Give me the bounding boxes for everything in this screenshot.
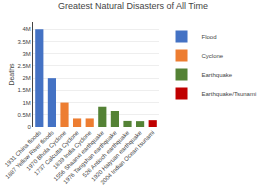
svg-text:Earthquake: Earthquake bbox=[202, 72, 233, 78]
svg-text:1920 Haiyuan earthquake: 1920 Haiyuan earthquake bbox=[90, 129, 143, 182]
svg-text:1556 Shaanxi earthquake: 1556 Shaanxi earthquake bbox=[53, 129, 106, 182]
svg-text:Earthquake/Tsunami: Earthquake/Tsunami bbox=[202, 91, 257, 97]
svg-text:1M: 1M bbox=[22, 100, 30, 106]
svg-text:1976 Tangshan earthquake: 1976 Tangshan earthquake bbox=[62, 129, 118, 185]
svg-text:0: 0 bbox=[27, 124, 31, 130]
svg-text:Cyclone: Cyclone bbox=[202, 53, 224, 59]
svg-text:Greatest Natural Disasters of: Greatest Natural Disasters of All Time bbox=[58, 1, 208, 11]
svg-text:1737 Calcutta Cyclone: 1737 Calcutta Cyclone bbox=[33, 129, 80, 176]
svg-text:1887 Yellow River floods: 1887 Yellow River floods bbox=[4, 130, 54, 180]
svg-text:2004 Indian Ocean tsunami: 2004 Indian Ocean tsunami bbox=[99, 130, 155, 186]
svg-text:1839 India Cyclone: 1839 India Cyclone bbox=[52, 129, 93, 170]
svg-text:3.5M: 3.5M bbox=[17, 39, 30, 45]
svg-text:1931 China floods: 1931 China floods bbox=[4, 130, 42, 168]
svg-text:3M: 3M bbox=[22, 51, 30, 57]
svg-text:1.5M: 1.5M bbox=[17, 87, 30, 93]
svg-text:1970 Bhola Cyclone: 1970 Bhola Cyclone bbox=[25, 129, 68, 172]
svg-text:2M: 2M bbox=[22, 75, 30, 81]
svg-text:Flood: Flood bbox=[202, 34, 217, 40]
svg-text:Deaths: Deaths bbox=[8, 63, 15, 86]
svg-text:4M: 4M bbox=[22, 26, 30, 32]
svg-text:0.5M: 0.5M bbox=[17, 112, 30, 118]
svg-text:526 Antioch earthquake: 526 Antioch earthquake bbox=[81, 129, 130, 178]
svg-text:2.5M: 2.5M bbox=[17, 63, 30, 69]
